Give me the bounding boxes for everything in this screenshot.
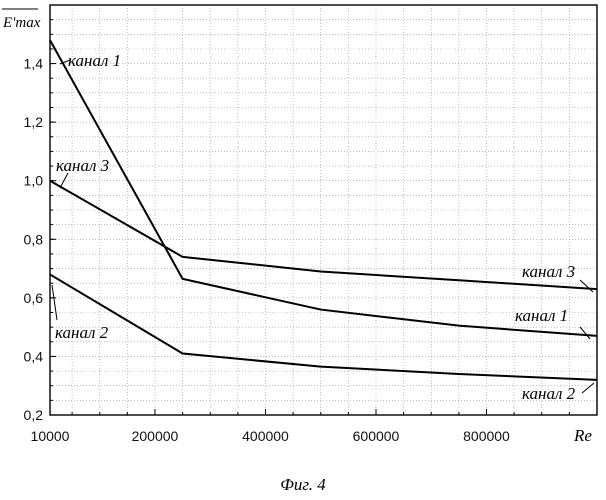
series-labels: канал 1 канал 1 канал 2 канал 2 канал 3 канал… [55,51,576,403]
grid [50,5,597,415]
figure-caption: Фиг. 4 [280,475,326,494]
series-label-left-1: канал 1 [68,51,121,70]
series-label-right-3: канал 3 [522,262,575,281]
y-tick-label: 0,8 [24,231,44,247]
x-tick-label: 600000 [353,428,400,444]
label-leader-line [582,383,594,393]
minor-ticks [50,20,569,415]
x-axis-label: Re [573,426,592,445]
x-tick-label: 200000 [132,428,179,444]
y-tick-label: 1,2 [24,114,44,130]
series-line-kanal-1 [50,40,597,336]
y-tick-label: 1,0 [24,173,44,189]
label-leader-line [52,285,57,320]
y-tick-label: 0,6 [24,290,44,306]
series-label-left-2: канал 2 [55,323,109,342]
series-label-right-1: канал 1 [515,306,568,325]
series-line-kanal-3 [50,181,597,289]
label-leader-line [60,173,68,188]
y-tick-labels: 0,2 0,4 0,6 0,8 1,0 1,2 1,4 [24,56,44,423]
series-label-left-3: канал 3 [56,156,109,175]
x-tick-labels: 10000 200000 400000 600000 800000 [31,428,511,444]
y-tick-label: 0,2 [24,407,44,423]
x-tick-label: 800000 [463,428,510,444]
y-tick-label: 0,4 [24,348,44,364]
series-label-right-2: канал 2 [522,384,576,403]
label-leader-line [580,327,590,339]
label-leaders [52,60,594,393]
x-tick-label: 10000 [31,428,70,444]
label-leader-line [580,280,593,292]
x-tick-label: 400000 [242,428,289,444]
figure: 10000200000400000600000800000 0,20,40,60… [0,0,606,500]
y-tick-label: 1,4 [24,56,44,72]
y-axis-label: E'max [2,15,41,31]
